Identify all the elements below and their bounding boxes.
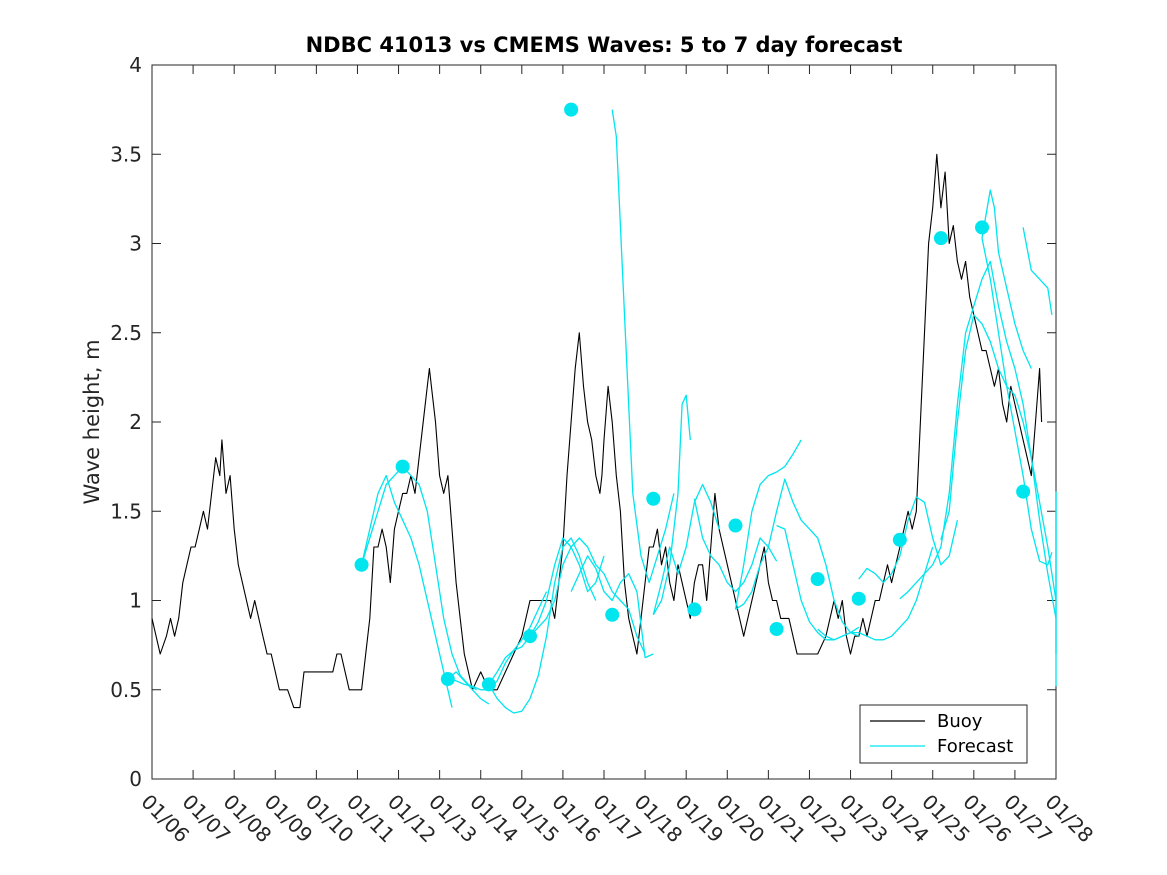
- forecast-series-line-21: [1022, 227, 1053, 315]
- forecast-series-line-4: [488, 537, 597, 714]
- y-tick-label: 0: [129, 767, 142, 791]
- forecast-series-line-12: [734, 439, 802, 610]
- forecast-series-line-9: [652, 483, 720, 615]
- forecast-start-marker: [1016, 484, 1031, 499]
- forecast-start-marker: [481, 677, 496, 692]
- forecast-markers: [354, 102, 1031, 692]
- forecast-series-line-13: [735, 478, 860, 637]
- legend-box: [859, 704, 1028, 764]
- forecast-series-line-0: [360, 474, 453, 708]
- forecast-series-line-1: [360, 465, 477, 691]
- axes-box: [151, 64, 1057, 780]
- forecast-start-marker: [933, 231, 948, 246]
- forecast-series-line-20: [981, 189, 1032, 369]
- forecast-series-line-7: [611, 109, 675, 584]
- forecast-series-line-10: [652, 394, 691, 616]
- y-tick-label: 1.5: [110, 499, 142, 523]
- forecast-start-marker: [810, 572, 825, 587]
- forecast-series-line-5: [488, 537, 646, 685]
- y-tick-label: 2: [129, 410, 142, 434]
- y-axis-label: Wave height, m: [80, 339, 104, 504]
- forecast-series-line-16: [858, 496, 959, 584]
- forecast-series-line-6: [529, 537, 605, 637]
- buoy-series-line: [151, 153, 1043, 709]
- forecast-start-marker: [564, 102, 579, 117]
- forecast-start-marker: [605, 607, 620, 622]
- y-axis-ticks: 0 0.5 1 1.5 2 2.5 3 3.5 4: [110, 53, 1056, 791]
- forecast-start-marker: [769, 622, 784, 637]
- y-tick-label: 2.5: [110, 321, 142, 345]
- forecast-start-marker: [892, 532, 907, 547]
- forecast-start-marker: [395, 459, 410, 474]
- y-tick-label: 4: [129, 53, 142, 77]
- forecast-start-marker: [728, 518, 743, 533]
- forecast-start-marker: [354, 557, 369, 572]
- series-layer: [151, 109, 1057, 714]
- forecast-series-line-15: [776, 524, 860, 641]
- y-tick-label: 1: [129, 589, 142, 613]
- forecast-start-marker: [687, 602, 702, 617]
- y-tick-label: 0.5: [110, 678, 142, 702]
- forecast-series-line-19: [981, 237, 1053, 566]
- legend-forecast-label: Forecast: [937, 736, 1013, 757]
- chart-title: NDBC 41013 vs CMEMS Waves: 5 to 7 day fo…: [306, 33, 903, 57]
- forecast-series-line-17: [899, 260, 1057, 619]
- forecast-start-marker: [646, 491, 661, 506]
- forecast-series-line-11: [693, 498, 778, 593]
- legend: Buoy Forecast: [859, 704, 1028, 764]
- forecast-series-line-8: [570, 555, 654, 659]
- forecast-start-marker: [975, 220, 990, 235]
- forecast-start-marker: [440, 672, 455, 687]
- forecast-start-marker: [851, 591, 866, 606]
- y-tick-label: 3: [129, 232, 142, 256]
- forecast-series-line-3: [447, 591, 548, 691]
- forecast-series-line-18: [940, 314, 1057, 601]
- forecast-start-marker: [523, 629, 538, 644]
- y-tick-label: 3.5: [110, 142, 142, 166]
- legend-buoy-label: Buoy: [937, 711, 983, 732]
